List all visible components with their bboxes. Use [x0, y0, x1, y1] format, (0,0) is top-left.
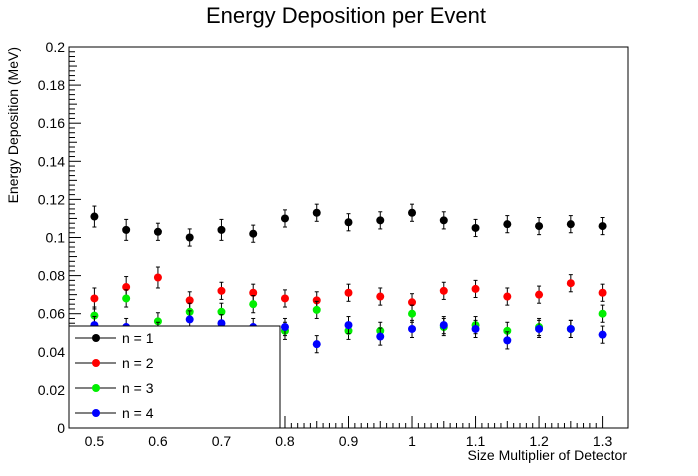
- y-tick-label: 0.16: [38, 115, 65, 131]
- series-1: [90, 203, 607, 247]
- data-point: [408, 309, 417, 318]
- data-point: [217, 225, 226, 234]
- data-point: [312, 208, 321, 217]
- data-point: [185, 233, 194, 242]
- data-point: [344, 218, 353, 227]
- y-tick-label: 0.06: [38, 306, 65, 322]
- y-tick-label: 0: [57, 420, 65, 436]
- data-point: [408, 208, 417, 217]
- x-tick-label: 1.3: [593, 433, 613, 449]
- data-point: [471, 223, 480, 232]
- legend-marker: [92, 384, 100, 392]
- y-tick-label: 0.04: [38, 344, 65, 360]
- y-axis-label: Energy Deposition (MeV): [5, 47, 21, 203]
- data-point: [598, 222, 607, 231]
- data-point: [344, 321, 353, 330]
- data-point: [376, 292, 385, 301]
- x-tick-label: 0.8: [275, 433, 295, 449]
- data-point: [535, 222, 544, 231]
- data-point: [249, 288, 258, 297]
- legend-entry: n = 1: [75, 330, 154, 346]
- data-point: [185, 315, 194, 324]
- data-point: [566, 220, 575, 229]
- y-axis: 0 0.02 0.04 0.06 0.08 0.1 0.12 0.14 0.16 0.18 0.2: [38, 39, 81, 436]
- data-point: [153, 317, 162, 326]
- y-tick-label: 0.18: [38, 77, 65, 93]
- data-point: [90, 311, 99, 320]
- data-point: [598, 288, 607, 297]
- data-point: [249, 300, 258, 309]
- data-point: [90, 212, 99, 221]
- x-tick-label: 0.7: [212, 433, 232, 449]
- x-tick-label: 1.2: [529, 433, 549, 449]
- data-point: [280, 214, 289, 223]
- data-point: [185, 296, 194, 305]
- data-point: [503, 336, 512, 345]
- data-point: [598, 330, 607, 339]
- x-tick-label: 1: [408, 433, 416, 449]
- data-point: [566, 279, 575, 288]
- data-point: [312, 340, 321, 349]
- data-point: [503, 292, 512, 301]
- legend-entry: n = 2: [75, 355, 154, 371]
- data-point: [503, 220, 512, 229]
- data-point: [122, 294, 131, 303]
- legend-label: n = 2: [122, 355, 154, 371]
- data-point: [312, 296, 321, 305]
- data-point: [566, 324, 575, 333]
- y-tick-label: 0.08: [38, 268, 65, 284]
- data-point: [90, 294, 99, 303]
- data-point: [376, 332, 385, 341]
- data-point: [122, 283, 131, 292]
- data-point: [217, 319, 226, 328]
- data-point: [312, 305, 321, 314]
- chart-title: Energy Deposition per Event: [206, 3, 486, 28]
- legend-marker: [92, 409, 100, 417]
- y-tick-label: 0.12: [38, 191, 65, 207]
- data-point: [280, 294, 289, 303]
- legend-label: n = 3: [122, 380, 154, 396]
- data-point: [122, 225, 131, 234]
- data-point: [439, 216, 448, 225]
- data-point: [503, 326, 512, 335]
- data-point: [153, 273, 162, 282]
- legend-marker: [92, 359, 100, 367]
- data-point: [408, 324, 417, 333]
- y-tick-label: 0.14: [38, 153, 65, 169]
- data-point: [217, 286, 226, 295]
- legend-box: [68, 325, 281, 429]
- y-tick-label: 0.1: [46, 230, 66, 246]
- legend: n = 1 n = 2 n = 3 n = 4: [68, 325, 281, 429]
- data-point: [535, 324, 544, 333]
- y-tick-label: 0.02: [38, 382, 65, 398]
- data-point: [408, 298, 417, 307]
- data-point: [471, 324, 480, 333]
- legend-label: n = 4: [122, 405, 154, 421]
- x-tick-label: 0.5: [85, 433, 105, 449]
- data-point: [471, 284, 480, 293]
- data-point: [217, 307, 226, 316]
- data-point: [439, 321, 448, 330]
- data-point: [280, 323, 289, 332]
- x-axis-label: Size Multiplier of Detector: [467, 447, 627, 463]
- legend-marker: [92, 334, 100, 342]
- data-point: [439, 286, 448, 295]
- y-tick-label: 0.2: [46, 39, 66, 55]
- data-point: [249, 229, 258, 238]
- x-tick-label: 0.9: [339, 433, 359, 449]
- data-point: [598, 309, 607, 318]
- legend-label: n = 1: [122, 330, 154, 346]
- data-point: [535, 290, 544, 299]
- data-point: [376, 216, 385, 225]
- data-point: [153, 227, 162, 236]
- legend-entry: n = 4: [75, 405, 154, 421]
- series-2: [90, 266, 607, 312]
- legend-entry: n = 3: [75, 380, 154, 396]
- x-tick-label: 0.6: [148, 433, 168, 449]
- x-tick-label: 1.1: [466, 433, 486, 449]
- data-point: [344, 288, 353, 297]
